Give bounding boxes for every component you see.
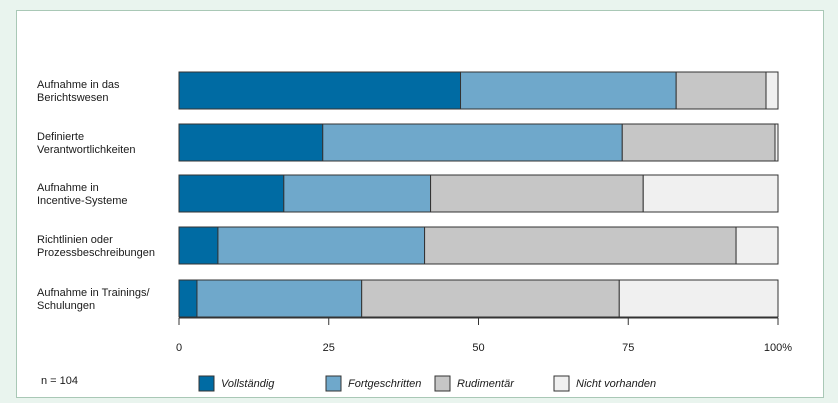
legend: Vollständig Fortgeschritten Rudimentär Nich… xyxy=(198,375,656,392)
x-tick-label: 0 xyxy=(176,342,182,354)
legend-swatch xyxy=(553,375,570,392)
bar-segment xyxy=(675,71,767,110)
bar-segment xyxy=(178,71,462,110)
bar-segment xyxy=(196,279,363,318)
legend-swatch xyxy=(434,375,451,392)
legend-label: Vollständig xyxy=(221,378,275,390)
bar-segment xyxy=(618,279,779,318)
sample-size-annotation: n = 104 xyxy=(41,375,78,387)
bar-segment xyxy=(322,123,623,162)
category-label: Aufnahme in Incentive-Systeme xyxy=(37,182,127,207)
legend-label: Nicht vorhanden xyxy=(576,378,656,390)
bar-segment xyxy=(178,174,285,213)
category-label: Definierte Verantwortlichkeiten xyxy=(37,131,135,156)
x-tick-label: 100% xyxy=(764,342,792,354)
category-label: Aufnahme in das Berichtswesen xyxy=(37,79,120,104)
bar-segment xyxy=(642,174,779,213)
legend-swatch xyxy=(198,375,215,392)
bar-segment xyxy=(361,279,620,318)
legend-swatch xyxy=(325,375,342,392)
x-axis: 0 25 50 75 100% xyxy=(176,317,792,354)
category-labels: Aufnahme in das Berichtswesen Definierte Ve… xyxy=(37,79,155,312)
bar-segment xyxy=(460,71,677,110)
category-label: Richtlinien oder Prozessbeschreibungen xyxy=(37,234,155,259)
x-tick-label: 50 xyxy=(472,342,484,354)
x-tick-label: 75 xyxy=(622,342,634,354)
category-label: Aufnahme in Trainings/Schulungen xyxy=(37,287,150,312)
legend-label: Rudimentär xyxy=(457,378,515,390)
bar-segment xyxy=(765,71,779,110)
bar-segment xyxy=(621,123,776,162)
bars-layer xyxy=(178,71,779,318)
legend-label: Fortgeschritten xyxy=(348,378,421,390)
x-tick-label: 25 xyxy=(323,342,335,354)
bar-segment xyxy=(178,226,219,265)
bar-segment xyxy=(735,226,779,265)
bar-segment xyxy=(178,279,198,318)
bar-segment xyxy=(430,174,644,213)
bar-segment xyxy=(217,226,426,265)
bar-segment xyxy=(283,174,432,213)
bar-segment xyxy=(178,123,324,162)
bar-segment xyxy=(424,226,737,265)
bar-segment xyxy=(774,123,779,162)
